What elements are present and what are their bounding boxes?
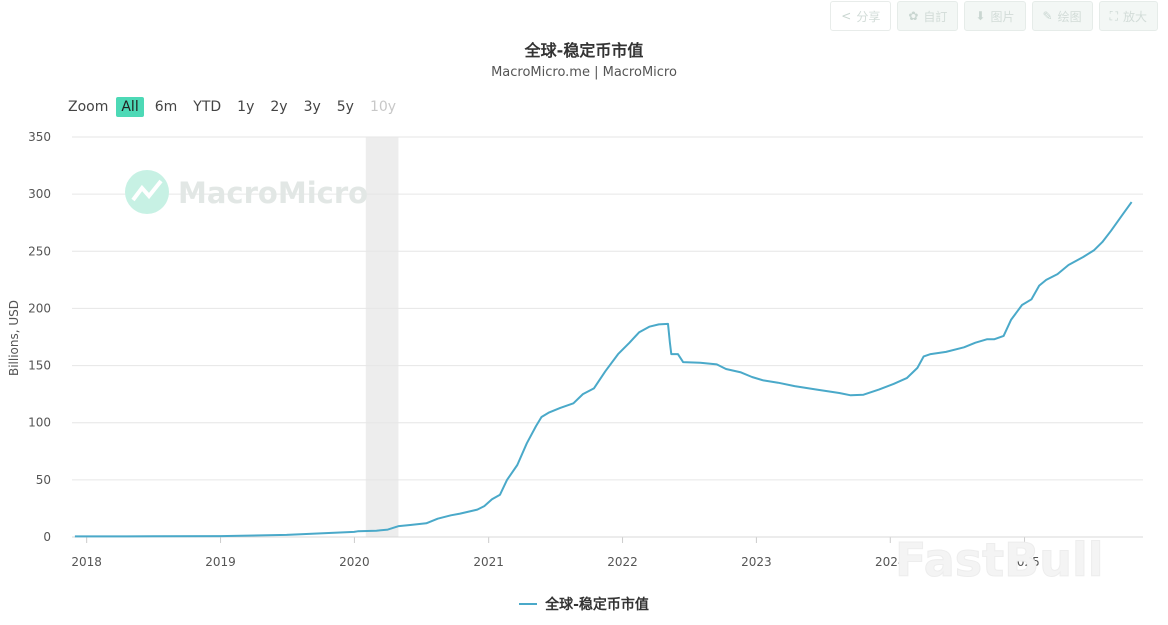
x-tick-label: 2018 — [71, 555, 102, 569]
zoom-selector: Zoom All 6m YTD 1y 2y 3y 5y 10y — [68, 97, 401, 117]
macromicro-watermark-text: MacroMicro — [178, 176, 368, 210]
image-button-label: 图片 — [990, 9, 1015, 24]
y-tick-labels: 0 50 100 150 200 250 300 350 — [28, 130, 51, 544]
gridline-layer — [72, 136, 1143, 481]
series-line-0[interactable] — [74, 201, 1133, 538]
share-button-label: 分享 — [856, 9, 881, 24]
expand-button[interactable]: ⛶ 放大 — [1098, 1, 1158, 31]
zoom-all-button[interactable]: All — [116, 97, 144, 117]
y-tick-label: 100 — [28, 416, 51, 430]
y-tick-label: 150 — [28, 359, 51, 373]
macromicro-watermark: MacroMicro — [125, 170, 368, 214]
customize-button-label: 自訂 — [923, 9, 948, 24]
y-tick-label: 200 — [28, 301, 51, 315]
x-tick-label: 2020 — [339, 555, 370, 569]
zoom-3y-button[interactable]: 3y — [303, 99, 321, 115]
x-tick-label: 2021 — [473, 555, 504, 569]
gear-icon: ✿ — [908, 9, 919, 23]
chart-subtitle: MacroMicro.me | MacroMicro — [491, 65, 677, 80]
fastbull-watermark: FastBull — [895, 533, 1103, 587]
share-button[interactable]: < 分享 — [830, 1, 892, 31]
x-tick-labels: 2018 2019 2020 2021 2022 2023 2024 2025 — [71, 537, 1040, 569]
zoom-label: Zoom — [68, 99, 109, 115]
draw-button[interactable]: ✎ 绘图 — [1031, 1, 1093, 31]
pencil-icon: ✎ — [1042, 9, 1053, 23]
customize-button[interactable]: ✿ 自訂 — [897, 1, 959, 31]
shaded-region-layer — [365, 137, 399, 537]
y-axis-label: Billions, USD — [7, 300, 21, 376]
y-tick-label: 350 — [28, 130, 51, 144]
zoom-1y-button[interactable]: 1y — [237, 99, 255, 115]
expand-button-label: 放大 — [1122, 9, 1147, 24]
y-tick-label: 250 — [28, 244, 51, 258]
image-button[interactable]: ⬇ 图片 — [964, 1, 1026, 31]
zoom-10y-button: 10y — [369, 99, 397, 115]
chart-legend[interactable]: 全球-稳定币市值 — [0, 594, 1168, 614]
chart-toolbar: < 分享 ✿ 自訂 ⬇ 图片 ✎ 绘图 ⛶ 放大 — [830, 1, 1158, 31]
y-tick-label: 50 — [36, 473, 51, 487]
x-tick-label: 2025 — [1009, 555, 1040, 569]
y-tick-label: 0 — [43, 530, 51, 544]
chart-title: 全球-稳定币市值 — [524, 41, 644, 60]
shaded-region-0 — [365, 137, 399, 537]
x-tick-label: 2019 — [205, 555, 236, 569]
x-tick-label: 2023 — [741, 555, 772, 569]
series-layer — [74, 201, 1133, 538]
zoom-5y-button[interactable]: 5y — [336, 99, 354, 115]
y-tick-label: 300 — [28, 187, 51, 201]
expand-icon: ⛶ — [1109, 8, 1118, 23]
draw-button-label: 绘图 — [1057, 9, 1082, 24]
download-icon: ⬇ — [975, 9, 986, 23]
x-tick-label: 2022 — [607, 555, 638, 569]
share-icon: < — [841, 9, 852, 23]
legend-line-marker — [519, 603, 538, 605]
macromicro-logo-mark — [131, 179, 163, 202]
zoom-6m-button[interactable]: 6m — [154, 99, 178, 115]
zoom-ytd-button[interactable]: YTD — [193, 99, 222, 115]
legend-item-label: 全球-稳定币市值 — [545, 597, 649, 613]
x-tick-label: 2024 — [875, 555, 906, 569]
zoom-2y-button[interactable]: 2y — [270, 99, 288, 115]
